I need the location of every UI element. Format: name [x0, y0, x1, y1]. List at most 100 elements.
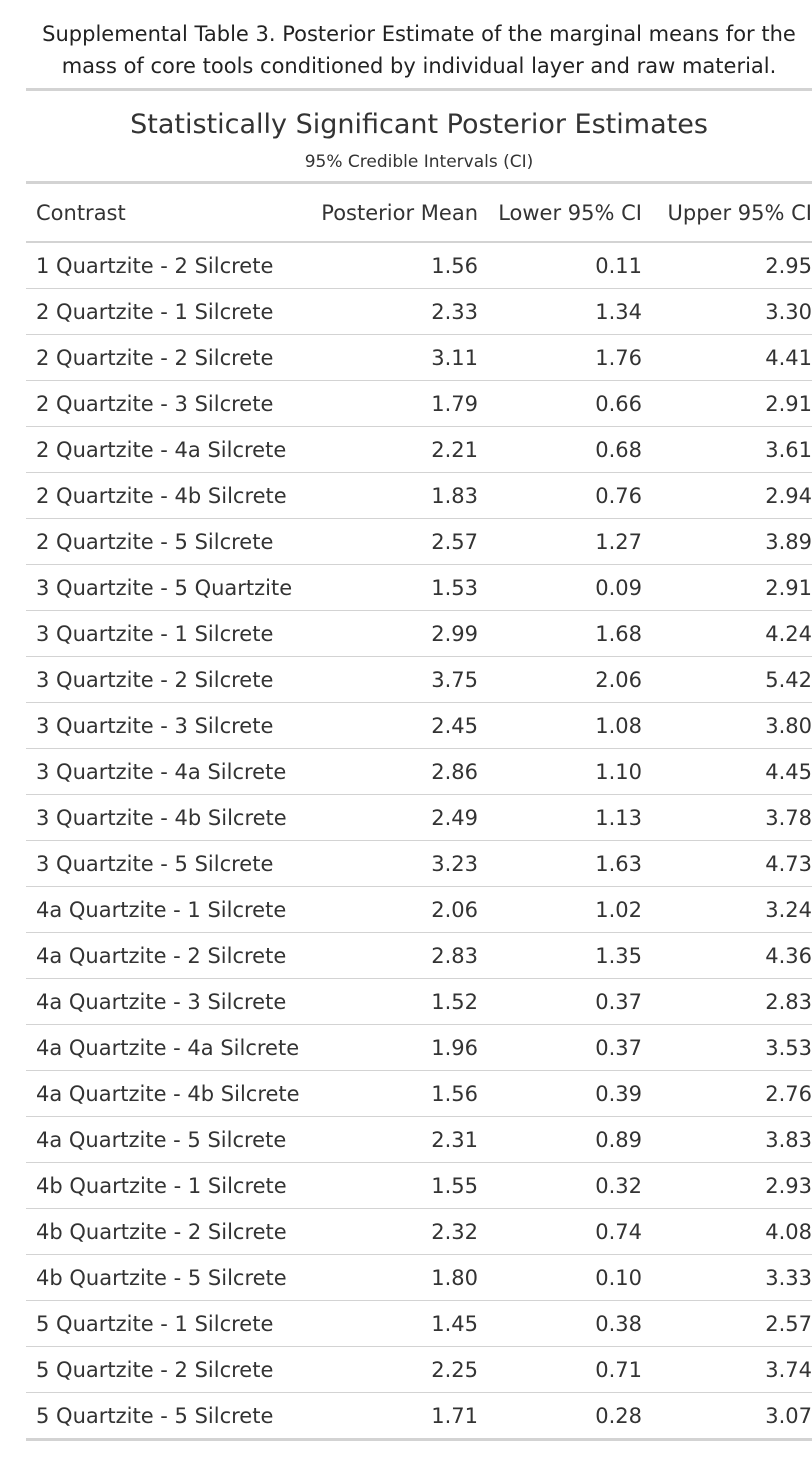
posterior-mean-cell: 2.31	[302, 1116, 478, 1163]
column-header-posterior-mean: Posterior Mean	[302, 184, 478, 243]
contrast-cell: 4a Quartzite - 5 Silcrete	[26, 1116, 302, 1163]
upper-ci-cell: 3.74	[642, 1346, 812, 1393]
lower-ci-cell: 0.68	[478, 426, 642, 473]
contrast-cell: 3 Quartzite - 2 Silcrete	[26, 656, 302, 703]
lower-ci-cell: 0.74	[478, 1208, 642, 1255]
posterior-mean-cell: 1.56	[431, 253, 478, 278]
table-row: 4a Quartzite - 3 Silcrete 1.52 0.37 2.83	[26, 978, 812, 1025]
upper-ci-cell: 2.57	[642, 1300, 812, 1347]
contrast-cell: 2 Quartzite - 3 Silcrete	[26, 380, 302, 427]
contrast-cell: 4a Quartzite - 4a Silcrete	[26, 1024, 302, 1071]
contrast-cell: 2 Quartzite - 1 Silcrete	[26, 288, 302, 335]
table-row: 4b Quartzite - 2 Silcrete 2.32 0.74 4.08	[26, 1208, 812, 1255]
contrast-cell: 4a Quartzite - 4b Silcrete	[26, 1070, 302, 1117]
table-row: 4a Quartzite - 1 Silcrete 2.06 1.02 3.24	[26, 886, 812, 933]
contrast-cell: 3 Quartzite - 1 Silcrete	[26, 610, 302, 657]
posterior-mean-cell: 2.25	[302, 1346, 478, 1393]
table-row: 4a Quartzite - 4a Silcrete 1.96 0.37 3.53	[26, 1024, 812, 1071]
table-subtitle: 95% Credible Intervals (CI)	[26, 143, 812, 184]
contrast-cell: 2 Quartzite - 2 Silcrete	[26, 334, 302, 381]
table-row: 3 Quartzite - 5 Quartzite 1.53 0.09 2.91	[26, 564, 812, 611]
contrast-cell: 5 Quartzite - 5 Silcrete	[26, 1392, 302, 1438]
upper-ci-cell: 3.83	[642, 1116, 812, 1163]
upper-ci-cell: 3.24	[642, 886, 812, 933]
posterior-mean-cell: 2.49	[302, 794, 478, 841]
upper-ci-cell: 2.93	[642, 1162, 812, 1209]
table-row: 2 Quartzite - 5 Silcrete 2.57 1.27 3.89	[26, 518, 812, 565]
table-row: 2 Quartzite - 3 Silcrete 1.79 0.66 2.91	[26, 380, 812, 427]
upper-ci-cell: 4.24	[642, 610, 812, 657]
upper-ci-cell: 3.33	[642, 1254, 812, 1301]
results-table: Contrast Posterior Mean Lower 95% CI Upp…	[26, 184, 812, 1438]
upper-ci-cell: 3.30	[642, 288, 812, 335]
contrast-cell: 2 Quartzite - 4a Silcrete	[26, 426, 302, 473]
upper-ci-cell: 3.53	[642, 1024, 812, 1071]
posterior-mean-cell: 1.55	[302, 1162, 478, 1209]
lower-ci-cell: 0.32	[478, 1162, 642, 1209]
lower-ci-cell: 1.08	[478, 702, 642, 749]
posterior-mean-cell: 3.23	[302, 840, 478, 887]
posterior-mean-cell: 2.86	[302, 748, 478, 795]
lower-ci-cell: 0.37	[478, 1024, 642, 1071]
table-row: 2 Quartzite - 4b Silcrete 1.83 0.76 2.94	[26, 472, 812, 519]
upper-ci-cell: 4.36	[642, 932, 812, 979]
posterior-mean-cell: 3.75	[302, 656, 478, 703]
results-table-container: Statistically Significant Posterior Esti…	[26, 88, 812, 1441]
lower-ci-cell: 0.39	[478, 1070, 642, 1117]
contrast-cell: 3 Quartzite - 4b Silcrete	[26, 794, 302, 841]
contrast-cell: 5 Quartzite - 1 Silcrete	[26, 1300, 302, 1347]
posterior-mean-cell: 1.56	[302, 1070, 478, 1117]
lower-ci-cell: 0.28	[478, 1392, 642, 1438]
column-header-upper-ci: Upper 95% CI	[642, 184, 812, 243]
lower-ci-cell: 1.13	[478, 794, 642, 841]
lower-ci-cell: 1.02	[478, 886, 642, 933]
posterior-mean-cell: 1.96	[302, 1024, 478, 1071]
table-row: 3 Quartzite - 5 Silcrete 3.23 1.63 4.73	[26, 840, 812, 887]
contrast-cell: 3 Quartzite - 5 Silcrete	[26, 840, 302, 887]
posterior-mean-cell: 2.33	[302, 288, 478, 335]
upper-ci-cell: 3.78	[642, 794, 812, 841]
caption-line-2: mass of core tools conditioned by indivi…	[61, 54, 777, 78]
upper-ci-cell: 4.73	[642, 840, 812, 887]
posterior-mean-cell: 2.45	[302, 702, 478, 749]
table-row: 2 Quartzite - 2 Silcrete 3.11 1.76 4.41	[26, 334, 812, 381]
lower-ci-cell: 1.34	[478, 288, 642, 335]
lower-ci-cell: 1.63	[478, 840, 642, 887]
upper-ci-cell: 2.83	[642, 978, 812, 1025]
table-row: 1 Quartzite - 2 Silcrete 1.56 0.11 2.95	[26, 242, 812, 289]
table-row: 3 Quartzite - 4b Silcrete 2.49 1.13 3.78	[26, 794, 812, 841]
table-row: 2 Quartzite - 1 Silcrete 2.33 1.34 3.30	[26, 288, 812, 335]
posterior-mean-cell: 1.71	[302, 1392, 478, 1438]
contrast-cell: 3 Quartzite - 3 Silcrete	[26, 702, 302, 749]
upper-ci-cell: 2.91	[642, 380, 812, 427]
table-row: 4b Quartzite - 1 Silcrete 1.55 0.32 2.93	[26, 1162, 812, 1209]
lower-ci-cell: 0.76	[478, 472, 642, 519]
contrast-cell: 1 Quartzite - 2 Silcrete	[36, 253, 274, 278]
posterior-mean-cell: 1.80	[302, 1254, 478, 1301]
contrast-cell: 5 Quartzite - 2 Silcrete	[26, 1346, 302, 1393]
table-caption: Supplemental Table 3. Posterior Estimate…	[26, 18, 812, 82]
upper-ci-cell: 2.76	[642, 1070, 812, 1117]
lower-ci-cell: 0.09	[478, 564, 642, 611]
contrast-cell: 3 Quartzite - 5 Quartzite	[26, 564, 302, 611]
contrast-cell: 4a Quartzite - 3 Silcrete	[26, 978, 302, 1025]
posterior-mean-cell: 1.45	[302, 1300, 478, 1347]
table-row: 4a Quartzite - 2 Silcrete 2.83 1.35 4.36	[26, 932, 812, 979]
upper-ci-cell: 5.42	[642, 656, 812, 703]
caption-line-1: Supplemental Table 3. Posterior Estimate…	[42, 22, 796, 46]
upper-ci-cell: 3.07	[642, 1392, 812, 1438]
column-header-contrast: Contrast	[26, 184, 302, 243]
header-row: Contrast Posterior Mean Lower 95% CI Upp…	[26, 184, 812, 243]
posterior-mean-cell: 2.32	[302, 1208, 478, 1255]
upper-ci-cell: 3.80	[642, 702, 812, 749]
contrast-cell: 4b Quartzite - 2 Silcrete	[26, 1208, 302, 1255]
table-row: 3 Quartzite - 4a Silcrete 2.86 1.10 4.45	[26, 748, 812, 795]
lower-ci-cell: 0.37	[478, 978, 642, 1025]
column-header-lower-ci: Lower 95% CI	[478, 184, 642, 243]
contrast-cell: 4b Quartzite - 5 Silcrete	[26, 1254, 302, 1301]
contrast-cell: 2 Quartzite - 5 Silcrete	[26, 518, 302, 565]
posterior-mean-cell: 2.99	[302, 610, 478, 657]
lower-ci-cell: 0.38	[478, 1300, 642, 1347]
upper-ci-cell: 3.61	[642, 426, 812, 473]
lower-ci-cell: 1.76	[478, 334, 642, 381]
